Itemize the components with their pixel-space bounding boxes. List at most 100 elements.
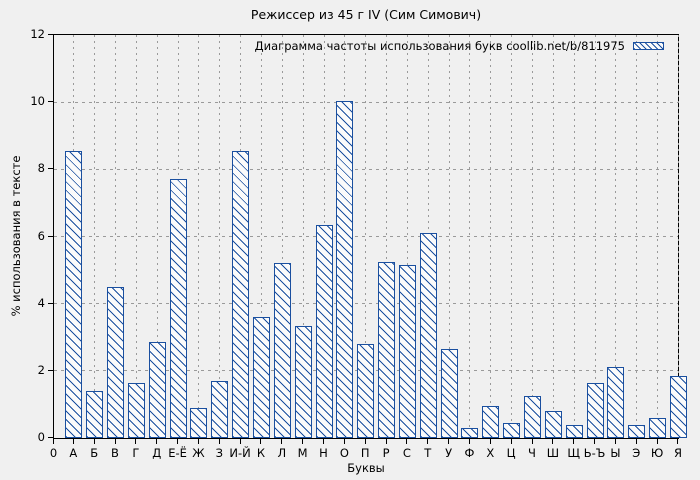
bar-Щ xyxy=(565,424,583,438)
x-gridline xyxy=(511,35,513,438)
x-tick xyxy=(427,439,429,444)
y-tick-label: 8 xyxy=(37,161,45,176)
x-tick-label: Л xyxy=(277,446,287,460)
x-tick-label: Д xyxy=(152,446,162,460)
x-gridline xyxy=(281,35,283,438)
y-tick xyxy=(48,302,53,304)
x-tick xyxy=(510,439,512,444)
x-tick-label: Р xyxy=(382,446,390,460)
x-tick-label: Ч xyxy=(528,446,536,460)
x-gridline xyxy=(302,35,304,438)
x-gridline xyxy=(219,35,221,438)
x-gridline xyxy=(615,35,617,438)
x-tick xyxy=(239,439,241,444)
x-gridline xyxy=(532,35,533,438)
bar-Ь-Ъ xyxy=(586,382,604,438)
x-tick-label: З xyxy=(215,446,223,460)
x-tick xyxy=(135,439,137,444)
x-tick-label: И-Й xyxy=(229,446,251,460)
bar-Ж xyxy=(190,407,208,438)
x-gridline xyxy=(94,35,96,438)
x-tick-label: Э xyxy=(632,446,641,460)
x-gridline xyxy=(115,35,116,438)
x-tick-origin xyxy=(53,439,54,444)
x-gridline xyxy=(657,35,659,438)
x-tick-label: Г xyxy=(132,446,140,460)
bar-Д xyxy=(148,342,166,438)
x-tick xyxy=(614,439,616,444)
x-tick xyxy=(677,439,679,444)
y-tick-label: 10 xyxy=(30,94,45,109)
y-tick xyxy=(48,369,53,371)
x-tick-label: Х xyxy=(486,446,495,460)
x-gridline xyxy=(552,35,554,438)
x-gridline xyxy=(365,35,367,438)
bar-Э xyxy=(628,424,646,438)
x-tick xyxy=(197,439,199,444)
x-gridline xyxy=(135,35,137,438)
x-tick-label: Ю xyxy=(650,446,664,460)
x-gridline xyxy=(677,35,679,438)
x-gridline xyxy=(386,35,388,438)
x-tick xyxy=(489,439,491,444)
y-tick xyxy=(48,437,53,438)
x-tick xyxy=(406,439,408,444)
x-tick-label: Ь-Ъ xyxy=(583,446,606,460)
x-gridline xyxy=(490,35,492,438)
x-axis-label: Буквы xyxy=(347,461,385,475)
bar-Р xyxy=(378,261,396,438)
bar-Л xyxy=(273,263,291,438)
bar-У xyxy=(440,349,458,438)
x-tick-label: О xyxy=(339,446,349,460)
x-tick-label: Ы xyxy=(610,446,621,460)
legend-swatch xyxy=(633,42,664,50)
x-tick xyxy=(385,439,387,444)
x-tick-label: М xyxy=(297,446,308,460)
bar-Т xyxy=(419,233,437,438)
x-tick xyxy=(93,439,95,444)
x-tick-label: Ф xyxy=(464,446,475,460)
chart-title: Режиссер из 45 г IV (Сим Симович) xyxy=(250,7,482,22)
x-tick xyxy=(552,439,554,444)
y-tick xyxy=(48,101,53,103)
x-tick xyxy=(218,439,220,444)
x-gridline xyxy=(406,35,408,438)
x-tick xyxy=(72,439,74,444)
y-tick-label: 0 xyxy=(37,430,45,444)
bar-Ц xyxy=(503,422,521,438)
bar-Б xyxy=(86,390,104,438)
x-gridline xyxy=(156,35,158,438)
x-gridline xyxy=(469,35,471,438)
x-tick xyxy=(468,439,470,444)
bar-Х xyxy=(482,406,500,438)
x-tick xyxy=(156,439,158,444)
bar-А xyxy=(65,150,83,438)
y-tick-label: 4 xyxy=(37,295,45,310)
x-tick xyxy=(114,439,116,444)
x-gridline xyxy=(448,35,450,438)
x-tick-label: Ш xyxy=(546,446,559,460)
legend-label: Диаграмма частоты использования букв coo… xyxy=(254,39,625,53)
y-tick-label: 2 xyxy=(37,362,45,377)
x-tick xyxy=(343,439,345,444)
y-tick xyxy=(48,34,53,35)
legend: Диаграмма частоты использования букв coo… xyxy=(255,39,664,53)
plot-area: Диаграмма частоты использования букв coo… xyxy=(53,34,687,439)
bar-Я xyxy=(669,375,687,438)
x-tick xyxy=(594,439,596,444)
bar-Ш xyxy=(544,411,562,438)
bar-Г xyxy=(127,382,145,438)
x-tick xyxy=(364,439,366,444)
bar-М xyxy=(294,325,312,438)
x-tick xyxy=(260,439,262,444)
bar-З xyxy=(211,380,229,438)
x-tick-label: Б xyxy=(90,446,99,460)
x-gridline xyxy=(636,35,638,438)
x-tick-label: А xyxy=(69,446,78,460)
bar-В xyxy=(107,286,124,438)
y-tick-label: 12 xyxy=(30,27,45,41)
x-tick-label: Ц xyxy=(506,446,516,460)
bar-О xyxy=(336,100,354,438)
x-tick xyxy=(635,439,637,444)
